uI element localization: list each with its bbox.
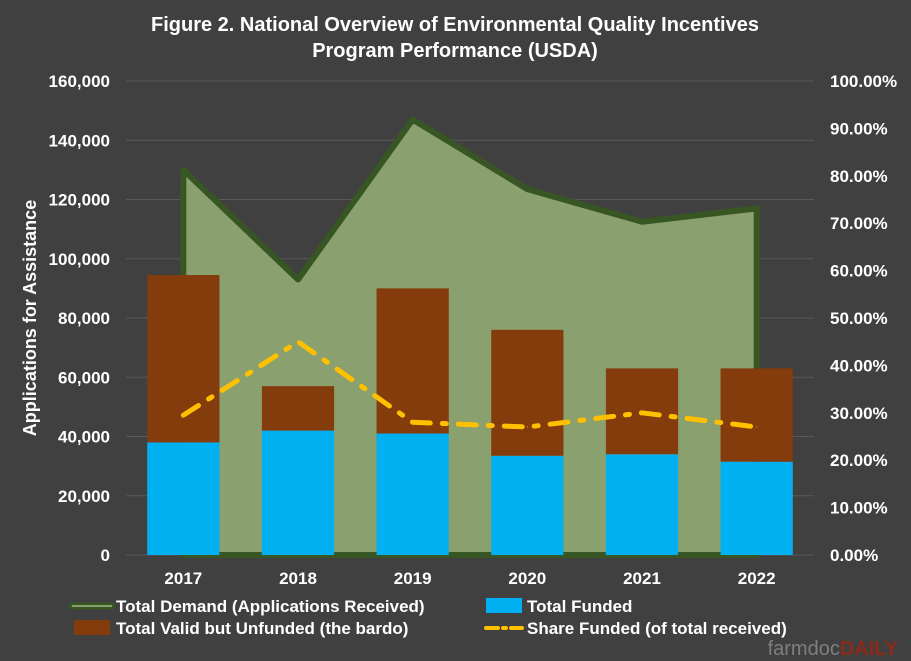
y2-tick-label: 90.00% (830, 119, 888, 138)
bar-funded (261, 430, 335, 555)
demand-point (525, 187, 529, 191)
bar-funded (376, 433, 449, 555)
y-tick-label: 0 (101, 546, 110, 565)
bar-unfunded (720, 368, 793, 462)
chart-title-line-1: Figure 2. National Overview of Environme… (151, 14, 759, 36)
y-tick-label: 40,000 (58, 428, 110, 447)
bar-unfunded (261, 386, 335, 431)
demand-point (755, 206, 759, 210)
share-funded-point (526, 426, 528, 428)
share-funded-point (756, 426, 758, 428)
bar-funded (605, 454, 679, 555)
legend-label-funded: Total Funded (527, 597, 632, 616)
legend: Total Demand (Applications Received) Tot… (68, 597, 787, 638)
y2-tick-label: 60.00% (830, 262, 888, 281)
legend-item-demand: Total Demand (Applications Received) (68, 597, 425, 616)
x-tick-label: 2017 (164, 569, 202, 588)
x-tick-label: 2019 (394, 569, 432, 588)
y-tick-label: 20,000 (58, 487, 110, 506)
legend-swatch-funded (486, 598, 522, 613)
y2-tick-label: 40.00% (830, 356, 888, 375)
share-funded-point (182, 414, 184, 416)
demand-point (411, 118, 415, 122)
y2-tick-label: 10.00% (830, 499, 888, 518)
legend-item-unfunded: Total Valid but Unfunded (the bardo) (74, 619, 408, 638)
legend-item-funded: Total Funded (486, 597, 632, 616)
legend-swatch-unfunded (74, 620, 110, 635)
demand-point (640, 220, 644, 224)
y-tick-label: 80,000 (58, 309, 110, 328)
brand-part-2: DAILY (840, 638, 899, 660)
legend-item-share: Share Funded (of total received) (484, 619, 787, 638)
legend-label-demand: Total Demand (Applications Received) (116, 597, 425, 616)
bar-unfunded (491, 329, 564, 456)
y2-tick-label: 30.00% (830, 404, 888, 423)
legend-label-share: Share Funded (of total received) (527, 619, 787, 638)
y-tick-label: 120,000 (49, 191, 110, 210)
y-tick-label: 140,000 (49, 131, 110, 150)
y2-tick-label: 80.00% (830, 167, 888, 186)
chart-title-line-2: Program Performance (USDA) (312, 40, 598, 62)
share-funded-point (412, 421, 414, 423)
y2-tick-label: 20.00% (830, 451, 888, 470)
bar-funded (720, 461, 793, 555)
brand-part-1: farmdoc (768, 638, 840, 660)
demand-point (296, 277, 300, 281)
y-axis-title: Applications for Assistance (20, 200, 40, 436)
y2-tick-label: 100.00% (830, 72, 897, 91)
bar-layer (147, 275, 793, 555)
x-tick-label: 2021 (623, 569, 661, 588)
bar-funded (147, 442, 220, 555)
x-tick-label: 2020 (508, 569, 546, 588)
share-funded-point (297, 341, 299, 343)
legend-label-unfunded: Total Valid but Unfunded (the bardo) (116, 619, 408, 638)
share-funded-line (180, 339, 760, 430)
bar-funded (491, 455, 564, 555)
y2-tick-label: 50.00% (830, 309, 888, 328)
demand-point (181, 168, 185, 172)
y2-tick-label: 70.00% (830, 214, 888, 233)
y-tick-label: 100,000 (49, 250, 110, 269)
y-tick-label: 160,000 (49, 72, 110, 91)
bar-unfunded (376, 288, 449, 434)
brand-logo: farmdocDAILY (768, 638, 899, 660)
share-funded-point (641, 412, 643, 414)
axis-labels: 0 20,000 40,000 60,000 80,000 100,000 120,000 1… (49, 72, 898, 588)
x-tick-label: 2022 (738, 569, 776, 588)
y2-tick-label: 0.00% (830, 546, 878, 565)
share-line-layer (180, 339, 760, 430)
x-tick-label: 2018 (279, 569, 317, 588)
y-tick-label: 60,000 (58, 368, 110, 387)
